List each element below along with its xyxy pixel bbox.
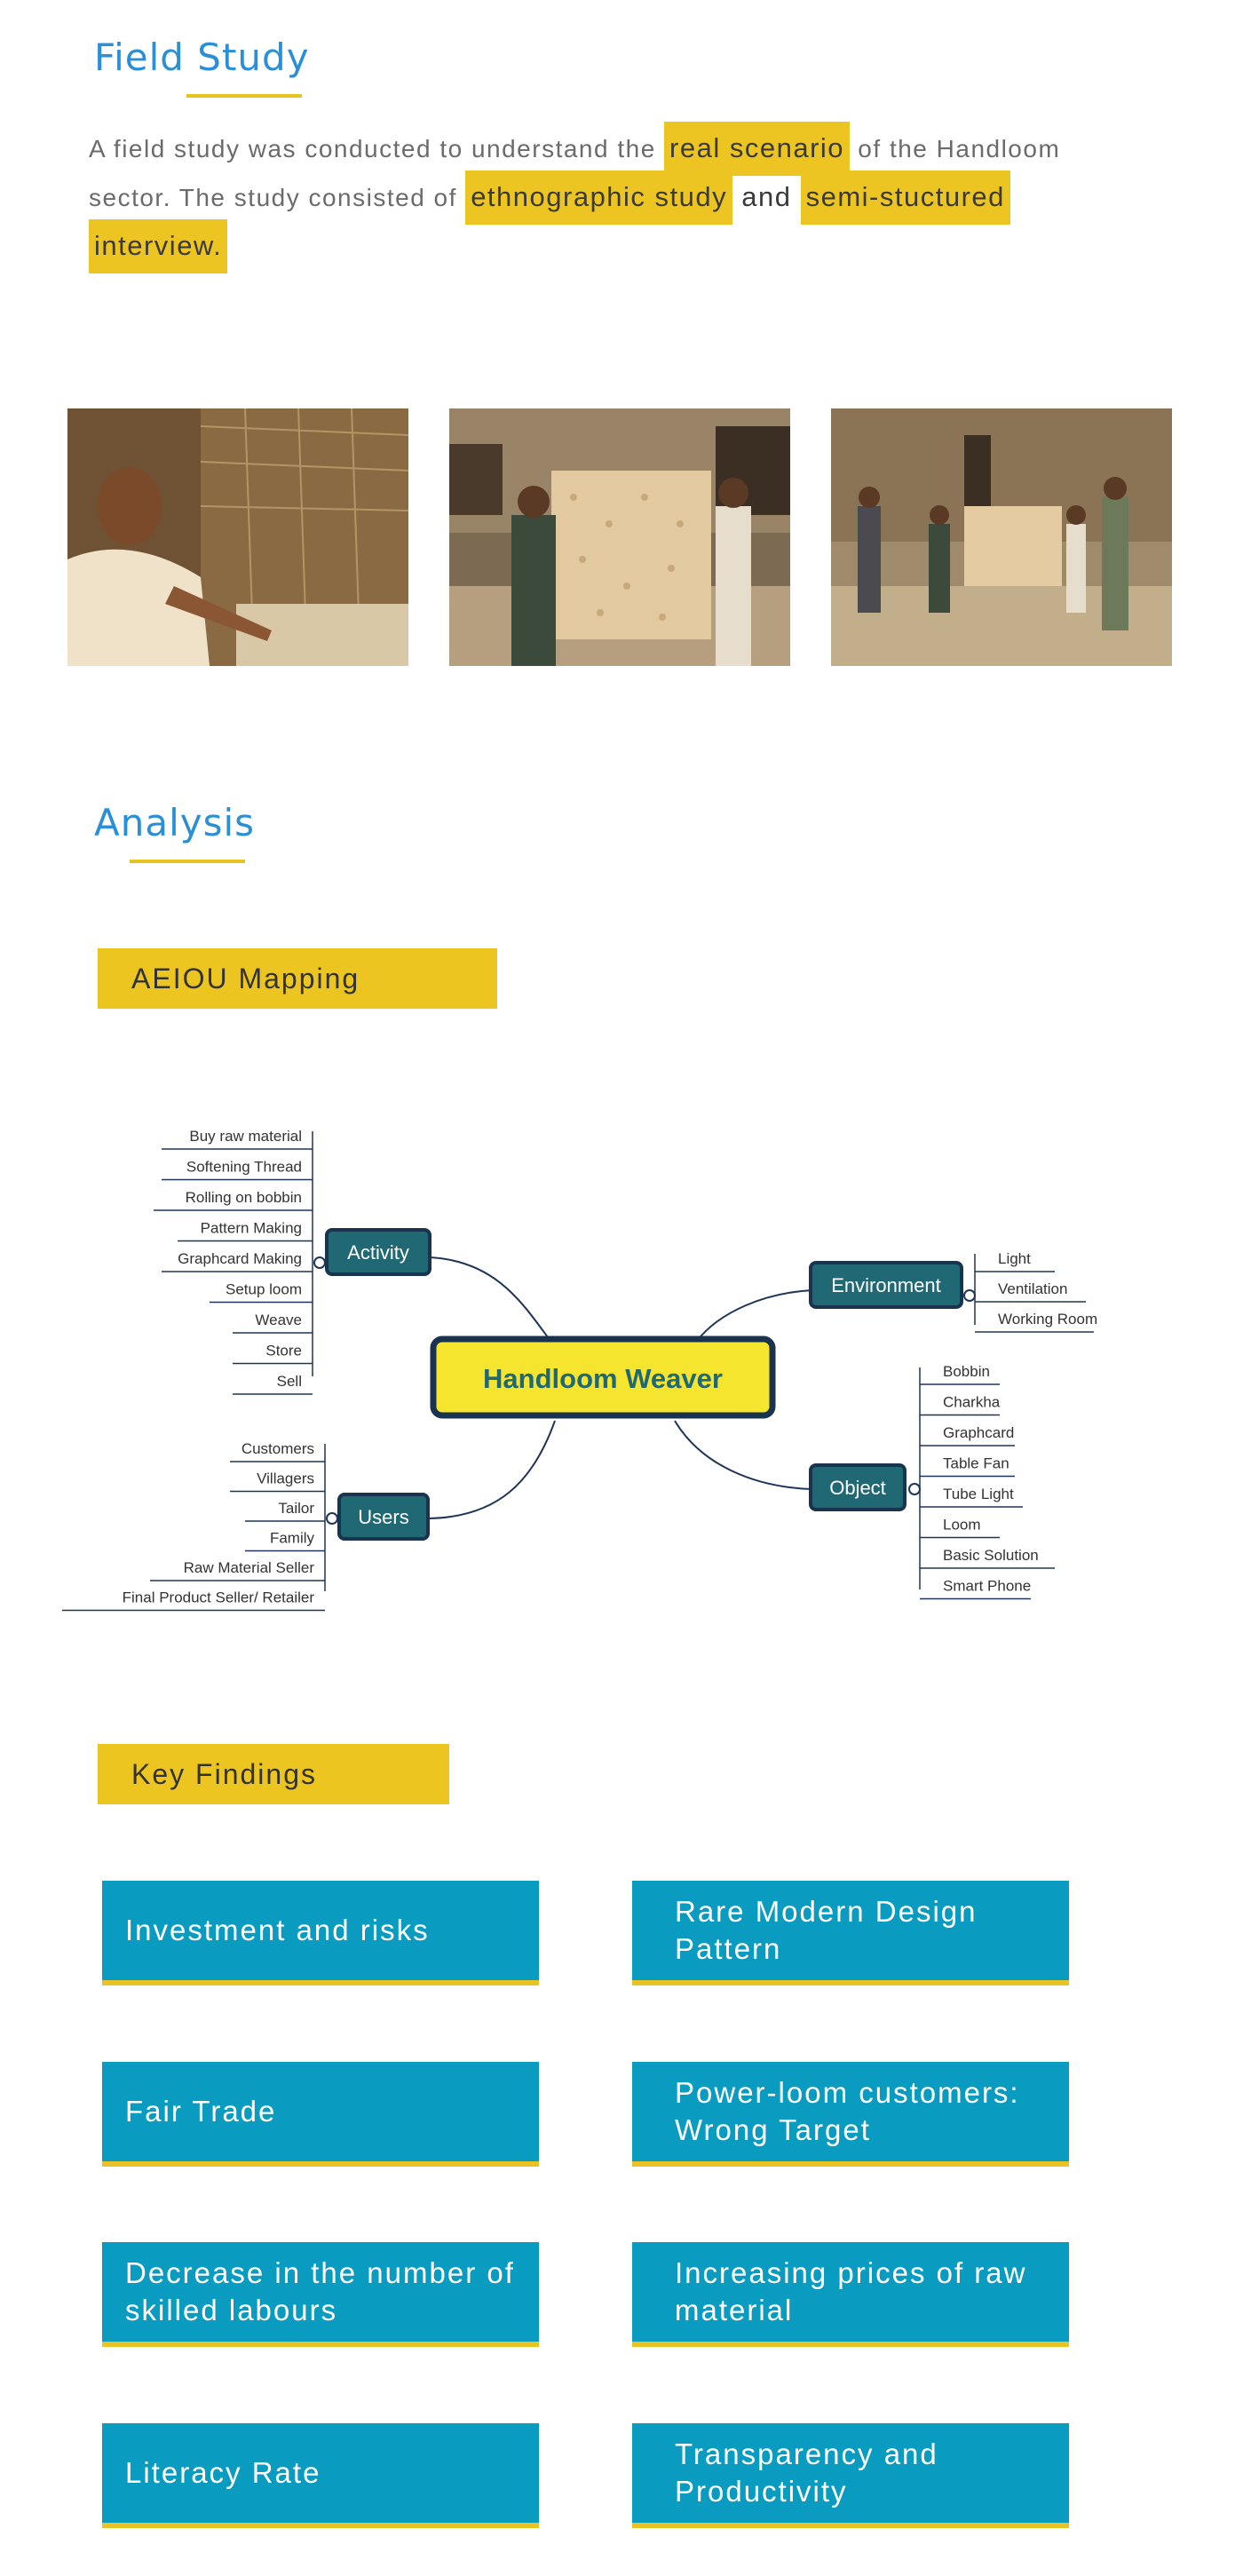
field-study-title: Field Study [94, 36, 310, 79]
finding-card: Transparency and Productivity [632, 2423, 1069, 2528]
intro-text-1: A field study was conducted to understan… [89, 135, 665, 162]
object-item-label: Smart Phone [943, 1578, 1031, 1595]
users-item-label: Tailor [278, 1500, 314, 1517]
activity-item-label: Graphcard Making [178, 1250, 302, 1267]
finding-card: Increasing prices of raw material [632, 2242, 1069, 2347]
object-item-label: Loom [943, 1517, 981, 1534]
connector-object [674, 1420, 813, 1490]
finding-card: Literacy Rate [102, 2423, 539, 2528]
aeiou-mapping-banner: AEIOU Mapping [98, 948, 497, 1009]
connector-activity [429, 1256, 551, 1342]
environment-item-label: Light [998, 1250, 1031, 1267]
activity-item-label: Weave [255, 1312, 302, 1328]
environment-item-label: Working Room [998, 1311, 1097, 1328]
activity-item-label: Softening Thread [186, 1159, 302, 1176]
connector-users [429, 1420, 556, 1519]
women-holding-woven-fabric-photo [449, 408, 790, 666]
activity-item-label: Rolling on bobbin [186, 1189, 302, 1206]
object-node: Object [809, 1463, 907, 1511]
finding-card: Rare Modern Design Pattern [632, 1881, 1069, 1986]
aeiou-mind-map: .ml { font-family: "Liberation Sans", sa… [62, 1128, 1097, 1612]
object-item-label: Charkha [943, 1394, 1001, 1411]
activity-node: Activity [325, 1228, 431, 1276]
object-item-label: Table Fan [943, 1455, 1009, 1472]
activity-item-label: Pattern Making [201, 1220, 302, 1237]
activity-branch: Buy raw material Softening Thread Rolling … [154, 1128, 326, 1395]
activity-items: Buy raw material Softening Thread Rolling … [154, 1128, 313, 1395]
key-findings-banner: Key Findings [98, 1744, 449, 1804]
center-node-label: Handloom Weaver [483, 1363, 723, 1394]
activity-item-label: Buy raw material [189, 1128, 302, 1145]
weaver-at-loom-photo [67, 408, 408, 666]
field-study-intro: A field study was conducted to understan… [89, 122, 1083, 273]
finding-text: Fair Trade [125, 2095, 277, 2128]
analysis-title-underline [130, 860, 245, 863]
environment-node: Environment [809, 1261, 963, 1309]
users-node: Users [337, 1493, 430, 1541]
environment-node-label: Environment [831, 1274, 941, 1296]
environment-branch: Light Ventilation Working Room [963, 1250, 1097, 1333]
group-with-woven-fabric-photo [831, 408, 1172, 666]
users-node-label: Users [358, 1506, 408, 1528]
users-item-label: Family [270, 1530, 315, 1547]
users-item-label: Raw Material Seller [184, 1559, 315, 1576]
users-items: Customers Villagers Tailor Family Raw Materi… [62, 1440, 325, 1612]
intro-text-3: and [732, 181, 801, 212]
object-branch: Bobbin Charkha Graphcard Table Fan Tube Ligh… [908, 1363, 1055, 1600]
finding-text: Transparency and Productivity [675, 2437, 938, 2508]
intro-text-2: of the Handloom sector. The study consis… [89, 135, 1061, 211]
finding-text: Power-loom customers: Wrong Target [675, 2076, 1020, 2146]
object-item-label: Bobbin [943, 1363, 990, 1380]
users-item-label: Customers [241, 1440, 314, 1457]
object-items: Bobbin Charkha Graphcard Table Fan Tube Ligh… [920, 1363, 1055, 1600]
object-item-label: Graphcard [943, 1424, 1014, 1441]
object-item-label: Tube Light [943, 1486, 1014, 1502]
connector-environment [696, 1289, 813, 1342]
finding-text: Rare Modern Design Pattern [675, 1895, 978, 1965]
finding-text: Literacy Rate [125, 2456, 321, 2489]
center-node: Handloom Weaver [430, 1336, 776, 1419]
environment-item-label: Ventilation [998, 1280, 1067, 1297]
finding-card: Decrease in the number of skilled labour… [102, 2242, 539, 2347]
activity-item-label: Setup loom [226, 1281, 302, 1298]
users-branch: Customers Villagers Tailor Family Raw Materi… [62, 1440, 338, 1612]
activity-item-label: Store [265, 1343, 302, 1359]
analysis-title: Analysis [94, 801, 256, 844]
finding-text: Investment and risks [125, 1914, 430, 1946]
finding-card: Power-loom customers: Wrong Target [632, 2062, 1069, 2167]
activity-item-label: Sell [277, 1373, 302, 1390]
users-item-label: Final Product Seller/ Retailer [123, 1589, 315, 1606]
activity-node-label: Activity [347, 1241, 409, 1264]
finding-card: Investment and risks [102, 1881, 539, 1986]
finding-card: Fair Trade [102, 2062, 539, 2167]
field-study-title-underline [186, 94, 302, 98]
highlight-real-scenario: real scenario [664, 122, 851, 176]
highlight-ethnographic-study: ethnographic study [465, 170, 733, 225]
object-item-label: Basic Solution [943, 1547, 1039, 1564]
object-node-label: Object [829, 1477, 886, 1499]
finding-text: Increasing prices of raw material [675, 2256, 1027, 2326]
environment-items: Light Ventilation Working Room [975, 1250, 1097, 1333]
users-item-label: Villagers [257, 1470, 314, 1487]
finding-text: Decrease in the number of skilled labour… [125, 2256, 515, 2326]
